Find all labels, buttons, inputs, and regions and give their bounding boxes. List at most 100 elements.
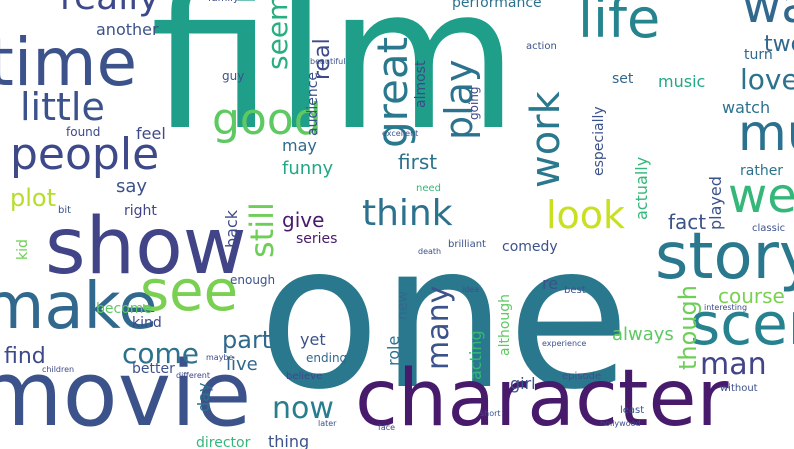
word-action: action [526, 41, 557, 52]
word-little: little [20, 85, 105, 129]
word-first: first [398, 150, 438, 174]
word-especially: especially [591, 106, 607, 176]
word-found: found [66, 125, 101, 139]
word-say: say [116, 176, 148, 197]
word-girl: girl [510, 374, 536, 393]
word-live: live [226, 354, 258, 375]
word-man: man [700, 347, 767, 382]
word-excellent: excellent [382, 129, 419, 138]
word-course: course [718, 284, 785, 308]
word-need: need [416, 183, 441, 194]
word-become: become [96, 301, 153, 317]
word-rather: rather [740, 163, 784, 179]
word-short: short [480, 409, 501, 418]
word-come: come [122, 337, 200, 370]
word-really: really [60, 0, 160, 16]
word-seem: seem [261, 0, 294, 70]
word-ending: ending [306, 351, 348, 365]
word-way: way [742, 0, 794, 34]
word-see: see [140, 259, 239, 324]
word-now: now [272, 391, 334, 426]
word-may: may [282, 136, 317, 155]
word-later: later [318, 419, 337, 428]
word-part: part [222, 326, 272, 354]
word-good: good [212, 94, 322, 145]
word-thing: thing [268, 432, 310, 449]
word-face: face [378, 423, 396, 432]
word-two: two [764, 32, 794, 57]
word-time: time [0, 24, 138, 101]
word-least: least [620, 405, 645, 416]
word-yet: yet [300, 330, 326, 349]
word-one: one [258, 201, 631, 434]
word-music: music [658, 72, 706, 91]
word-re: re [542, 274, 559, 293]
word-interesting: interesting [704, 303, 748, 312]
word-believe: believe [286, 371, 323, 382]
word-plot: plot [10, 184, 56, 212]
word-experience: experience [542, 339, 587, 348]
word-look: look [546, 193, 626, 237]
word-set: set [612, 71, 634, 87]
word-actually: actually [632, 156, 651, 220]
word-kid: kid [15, 239, 31, 260]
word-director: director [196, 435, 251, 449]
word-hollywood: hollywood [600, 419, 641, 428]
word-many: many [421, 285, 456, 370]
word-work: work [523, 91, 569, 188]
word-enough: enough [230, 273, 276, 287]
word-day: day [194, 382, 213, 412]
word-movie: movie [0, 342, 252, 447]
word-character: character [355, 354, 729, 444]
word-going: going [467, 86, 481, 120]
word-love: love [740, 63, 794, 96]
word-idea: idea [462, 285, 480, 294]
word-turn: turn [744, 47, 773, 63]
word-make: make [0, 270, 158, 344]
word-beautiful: beautiful [310, 57, 346, 66]
word-feel: feel [136, 124, 166, 143]
word-series: series [296, 231, 338, 247]
word-think: think [362, 193, 453, 234]
word-find: find [4, 344, 46, 369]
word-better: better [132, 361, 175, 377]
word-well: well [728, 168, 794, 224]
word-give: give [282, 208, 325, 232]
word-another: another [96, 20, 159, 39]
word-role: role [384, 335, 403, 366]
word-story: story [655, 220, 794, 294]
word-still: still [243, 202, 281, 258]
word-right: right [124, 203, 157, 219]
word-episode: episode [562, 371, 602, 382]
word-new: new [395, 291, 411, 320]
word-fact: fact [668, 210, 707, 234]
word-funny: funny [282, 158, 334, 179]
word-best: best [564, 285, 586, 296]
word-people: people [10, 129, 160, 180]
word-classic: classic [752, 223, 786, 234]
word-death: death [418, 247, 442, 256]
word-although: although [497, 293, 513, 356]
word-without: without [720, 383, 758, 394]
word-guy: guy [222, 69, 245, 83]
word-acting: acting [466, 330, 485, 380]
word-audience: audience [305, 71, 321, 136]
word-scene: scene [690, 290, 794, 358]
word-almost: almost [413, 60, 429, 108]
word-brilliant: brilliant [448, 239, 486, 250]
word-though: though [674, 285, 702, 370]
word-maybe: maybe [206, 353, 234, 362]
word-watch: watch [722, 98, 771, 117]
word-film: film [150, 0, 519, 174]
word-always: always [612, 324, 674, 345]
word-comedy: comedy [502, 239, 558, 255]
word-back: back [222, 209, 241, 248]
word-performance: performance [452, 0, 542, 11]
word-life: life [578, 0, 661, 50]
word-family: family [208, 0, 239, 4]
word-different: different [176, 371, 210, 380]
word-children: children [42, 365, 75, 374]
word-bit: bit [58, 205, 72, 216]
word-played: played [706, 176, 725, 230]
